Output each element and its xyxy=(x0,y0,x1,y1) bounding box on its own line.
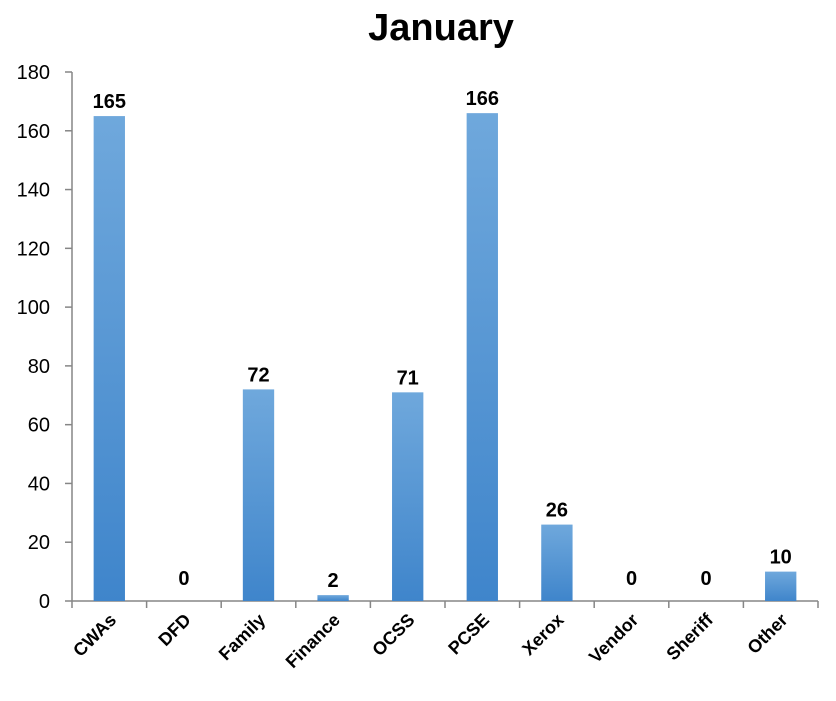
x-tick-label: Family xyxy=(215,610,269,664)
data-label-family: 72 xyxy=(247,364,269,386)
y-tick-label: 160 xyxy=(17,121,50,143)
x-tick-label: DFD xyxy=(154,610,194,650)
bar-xerox xyxy=(541,524,573,601)
data-label-pcse: 166 xyxy=(466,88,499,110)
data-label-other: 10 xyxy=(770,547,792,569)
bar-family xyxy=(242,389,275,601)
x-axis: CWAs DFD Family Finance OCSS PCSE Xerox Vendor S… xyxy=(69,600,819,672)
x-tick-label: OCSS xyxy=(368,610,418,660)
bar-finance xyxy=(317,595,349,601)
x-tick-label: Vendor xyxy=(585,610,642,667)
x-tick-label: PCSE xyxy=(444,610,493,659)
y-tick-label: 20 xyxy=(28,532,50,554)
bar-ocss xyxy=(392,392,424,601)
y-tick-label: 140 xyxy=(17,180,50,202)
x-tick-label: Other xyxy=(743,610,791,658)
y-tick-label: 60 xyxy=(28,415,50,437)
y-tick-label: 40 xyxy=(28,473,50,495)
data-label-vendor: 0 xyxy=(626,568,637,590)
x-tick-label: Finance xyxy=(282,610,344,672)
x-tick-label: Sheriff xyxy=(662,609,717,664)
y-tick-label: 180 xyxy=(17,62,50,84)
data-label-xerox: 26 xyxy=(546,500,568,522)
y-tick-label: 100 xyxy=(17,297,50,319)
chart-title: January xyxy=(368,7,514,49)
y-tick-label: 0 xyxy=(39,591,50,613)
y-axis: 0 20 40 60 80 100 120 140 160 180 xyxy=(17,62,73,613)
x-tick-label: Xerox xyxy=(518,610,568,660)
bars xyxy=(93,113,797,602)
bar-pcse xyxy=(466,113,498,602)
y-tick-label: 80 xyxy=(28,356,50,378)
bar-cwas xyxy=(93,116,125,601)
bar-other xyxy=(765,571,797,601)
data-label-dfd: 0 xyxy=(178,568,189,590)
data-label-sheriff: 0 xyxy=(701,568,712,590)
data-labels: 165 0 72 2 71 166 26 0 0 10 xyxy=(93,88,792,592)
data-label-cwas: 165 xyxy=(93,91,126,113)
x-tick-label: CWAs xyxy=(69,610,120,661)
data-label-ocss: 71 xyxy=(397,367,419,389)
y-tick-label: 120 xyxy=(17,238,50,260)
data-label-finance: 2 xyxy=(328,570,339,592)
